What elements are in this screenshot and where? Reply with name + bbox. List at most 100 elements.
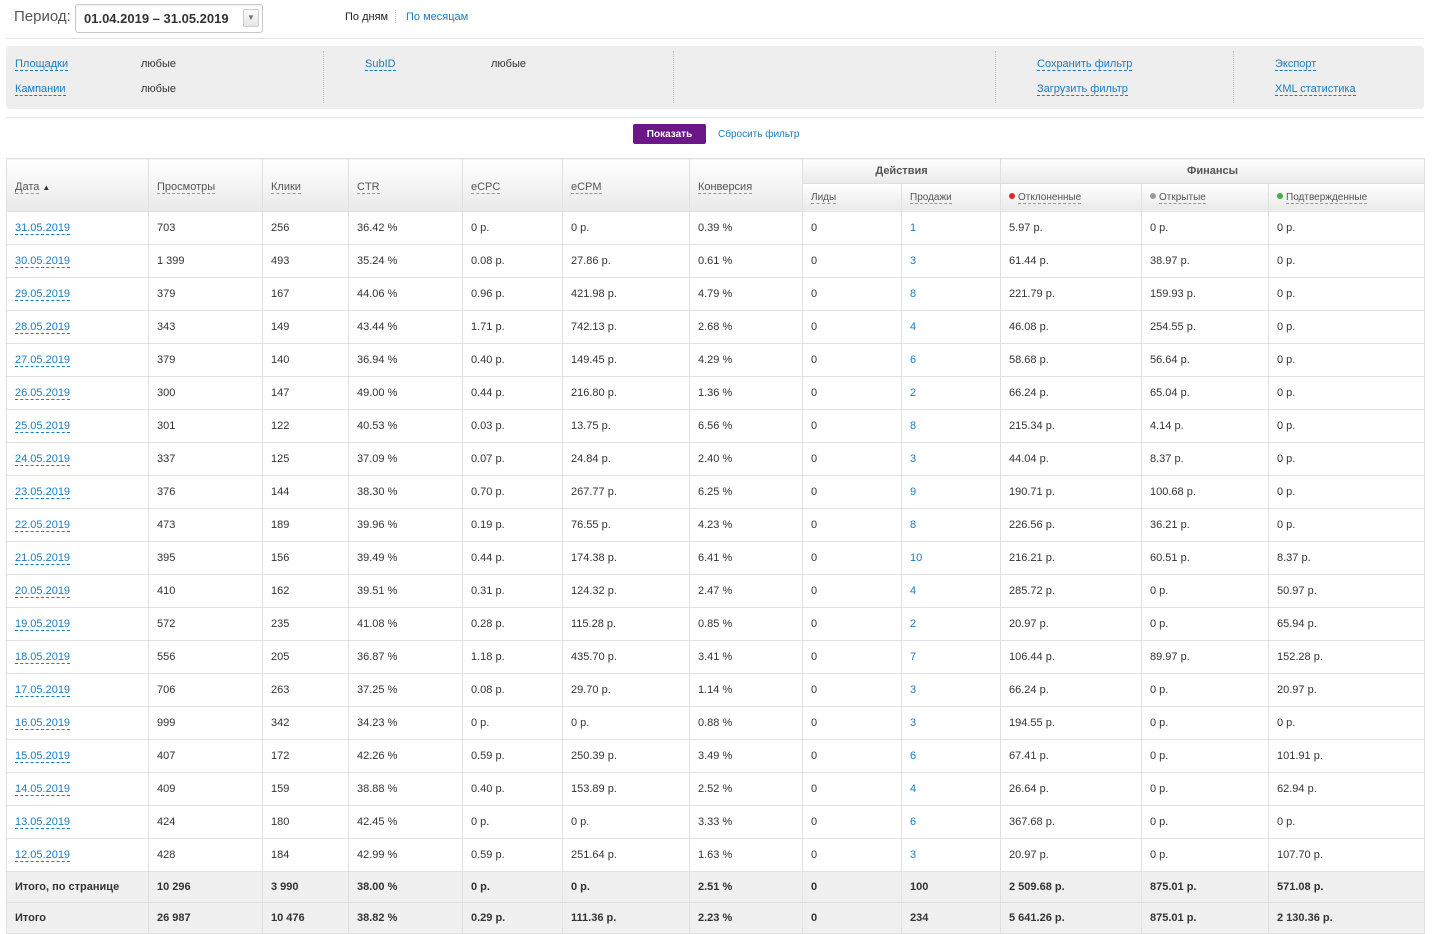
total-ctr: 38.82 % [348, 902, 463, 934]
date-link[interactable]: 23.05.2019 [15, 486, 71, 499]
cell-ecpm: 251.64 р. [562, 838, 690, 872]
sales-count-link[interactable]: 6 [910, 816, 917, 828]
xml-stats-link[interactable]: XML статистика [1275, 83, 1356, 96]
date-link[interactable]: 22.05.2019 [15, 519, 71, 532]
cell-ctr: 38.88 % [348, 772, 463, 806]
cell-ecpc: 0.96 р. [462, 277, 563, 311]
sales-count-link[interactable]: 3 [910, 717, 917, 729]
sales-count-link[interactable]: 4 [910, 585, 917, 597]
view-by-days[interactable]: По дням [345, 11, 389, 23]
divider [6, 38, 1424, 39]
sales-count-link[interactable]: 6 [910, 750, 917, 762]
date-link[interactable]: 17.05.2019 [15, 684, 71, 697]
save-filter-link[interactable]: Сохранить фильтр [1037, 58, 1133, 71]
export-link[interactable]: Экспорт [1275, 58, 1317, 71]
cell-ctr: 36.42 % [348, 211, 463, 245]
filter-platforms-link[interactable]: Площадки [15, 58, 69, 71]
column-header-ecpc[interactable]: eCPC [462, 158, 563, 212]
column-header-confirmed[interactable]: Подтвержденные [1267, 182, 1426, 213]
sales-count-link[interactable]: 1 [910, 222, 917, 234]
cell-clicks: 172 [262, 739, 349, 773]
cell-sales: 4 [901, 772, 1001, 806]
reset-filter-link[interactable]: Сбросить фильтр [718, 129, 800, 140]
cell-ecpc: 0.40 р. [462, 772, 563, 806]
cell-ctr: 37.25 % [348, 673, 463, 707]
sales-count-link[interactable]: 8 [910, 420, 917, 432]
cell-sales: 2 [901, 376, 1001, 410]
date-link[interactable]: 26.05.2019 [15, 387, 71, 400]
cell-ecpm: 76.55 р. [562, 508, 690, 542]
date-link[interactable]: 31.05.2019 [15, 222, 71, 235]
date-link[interactable]: 28.05.2019 [15, 321, 71, 334]
chevron-down-icon[interactable]: ▼ [243, 9, 259, 27]
load-filter-link[interactable]: Загрузить фильтр [1037, 83, 1128, 96]
column-header-ecpm[interactable]: eCPM [562, 158, 690, 212]
date-link[interactable]: 16.05.2019 [15, 717, 71, 730]
sales-count-link[interactable]: 10 [910, 552, 923, 564]
date-link[interactable]: 30.05.2019 [15, 255, 71, 268]
date-link[interactable]: 21.05.2019 [15, 552, 71, 565]
sales-count-link[interactable]: 3 [910, 849, 917, 861]
date-link[interactable]: 12.05.2019 [15, 849, 71, 862]
total-ecpc: 0 р. [462, 871, 563, 903]
date-link[interactable]: 19.05.2019 [15, 618, 71, 631]
date-link[interactable]: 27.05.2019 [15, 354, 71, 367]
sales-count-link[interactable]: 6 [910, 354, 917, 366]
period-date-range-picker[interactable]: 01.04.2019 – 31.05.2019 ▼ [75, 4, 263, 33]
date-link[interactable]: 14.05.2019 [15, 783, 71, 796]
date-link[interactable]: 18.05.2019 [15, 651, 71, 664]
sales-count-link[interactable]: 3 [910, 255, 917, 267]
cell-ctr: 34.23 % [348, 706, 463, 740]
filter-campaigns-link[interactable]: Кампании [15, 83, 66, 96]
cell-conversion: 3.33 % [689, 805, 803, 839]
column-header-date[interactable]: Дата ▲ [6, 158, 149, 212]
column-header-clicks[interactable]: Клики [262, 158, 349, 212]
cell-ecpc: 1.71 р. [462, 310, 563, 344]
sales-count-link[interactable]: 3 [910, 684, 917, 696]
column-header-views[interactable]: Просмотры [148, 158, 263, 212]
column-header-open[interactable]: Открытые [1141, 182, 1269, 213]
column-header-sales[interactable]: Продажи [901, 182, 1001, 213]
sales-count-link[interactable]: 4 [910, 783, 917, 795]
filter-panel: Площадки любые Кампании любые SubID любы… [6, 46, 1424, 109]
cell-confirmed: 0 р. [1267, 310, 1426, 344]
column-header-ctr[interactable]: CTR [348, 158, 463, 212]
cell-leads: 0 [802, 706, 902, 740]
sales-count-link[interactable]: 4 [910, 321, 917, 333]
date-link[interactable]: 25.05.2019 [15, 420, 71, 433]
sales-count-link[interactable]: 8 [910, 288, 917, 300]
total-sales: 234 [901, 902, 1001, 934]
rejected-status-dot-icon [1009, 192, 1015, 199]
date-link[interactable]: 29.05.2019 [15, 288, 71, 301]
sales-count-link[interactable]: 2 [910, 618, 917, 630]
sales-count-link[interactable]: 8 [910, 519, 917, 531]
sales-count-link[interactable]: 2 [910, 387, 917, 399]
sales-count-link[interactable]: 9 [910, 486, 917, 498]
column-header-leads[interactable]: Лиды [802, 182, 902, 213]
date-link[interactable]: 15.05.2019 [15, 750, 71, 763]
show-button[interactable]: Показать [633, 124, 706, 144]
cell-clicks: 184 [262, 838, 349, 872]
cell-ecpc: 0 р. [462, 706, 563, 740]
view-by-months-link[interactable]: По месяцам [406, 11, 469, 23]
date-link[interactable]: 20.05.2019 [15, 585, 71, 598]
date-link[interactable]: 24.05.2019 [15, 453, 71, 466]
cell-date: 20.05.2019 [6, 574, 149, 608]
cell-date: 23.05.2019 [6, 475, 149, 509]
table-row: 14.05.2019 409 159 38.88 % 0.40 р. 153.89 р. 2… [6, 772, 1426, 806]
sales-count-link[interactable]: 7 [910, 651, 917, 663]
column-header-rejected[interactable]: Отклоненные [1000, 182, 1142, 213]
sort-ascending-icon: ▲ [42, 183, 51, 192]
sales-count-link[interactable]: 3 [910, 453, 917, 465]
cell-ecpc: 0.44 р. [462, 376, 563, 410]
cell-views: 999 [148, 706, 263, 740]
column-header-conversion[interactable]: Конверсия [689, 158, 803, 212]
cell-rejected: 20.97 р. [1000, 838, 1142, 872]
table-row: 28.05.2019 343 149 43.44 % 1.71 р. 742.13 р. 2… [6, 310, 1426, 344]
cell-confirmed: 107.70 р. [1267, 838, 1426, 872]
cell-ctr: 39.51 % [348, 574, 463, 608]
filter-subid-link[interactable]: SubID [365, 58, 396, 71]
cell-sales: 3 [901, 838, 1001, 872]
cell-date: 29.05.2019 [6, 277, 149, 311]
date-link[interactable]: 13.05.2019 [15, 816, 71, 829]
